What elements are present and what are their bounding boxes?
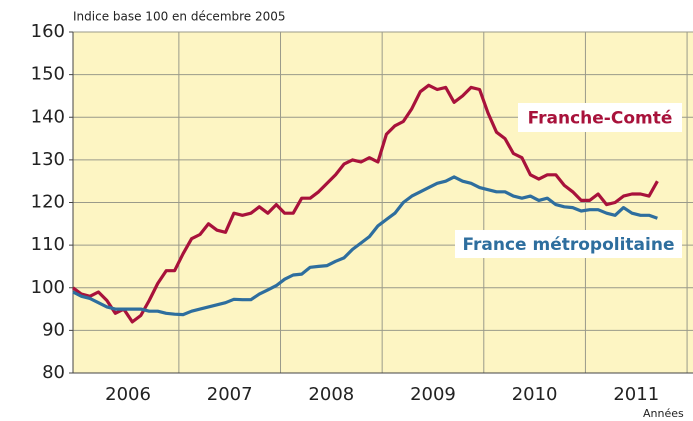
legend-label: Franche-Comté [528,109,673,129]
x-tick-label: 2011 [613,384,659,405]
chart-subtitle: Indice base 100 en décembre 2005 [73,10,286,24]
x-tick-label: 2007 [207,384,253,405]
series-line [72,175,658,317]
y-tick-label: 130 [31,149,65,170]
y-tick-label: 140 [31,106,65,127]
y-tick-label: 100 [31,277,65,298]
y-tick-label: 90 [42,319,65,340]
x-tick-label: 2010 [512,384,558,405]
x-axis-label: Années [643,407,684,420]
series-line [72,83,659,324]
y-tick-label: 80 [42,362,65,383]
y-tick-label: 110 [31,234,65,255]
x-tick-label: 2008 [308,384,354,405]
legend-box [455,230,682,258]
x-tick-label: 2009 [410,384,456,405]
y-tick-label: 150 [31,64,65,85]
x-tick-label: 2006 [105,384,151,405]
y-tick-label: 120 [31,192,65,213]
legend-box [518,103,682,132]
y-tick-label: 160 [31,21,65,42]
legend-label: France métropolitaine [462,235,674,255]
